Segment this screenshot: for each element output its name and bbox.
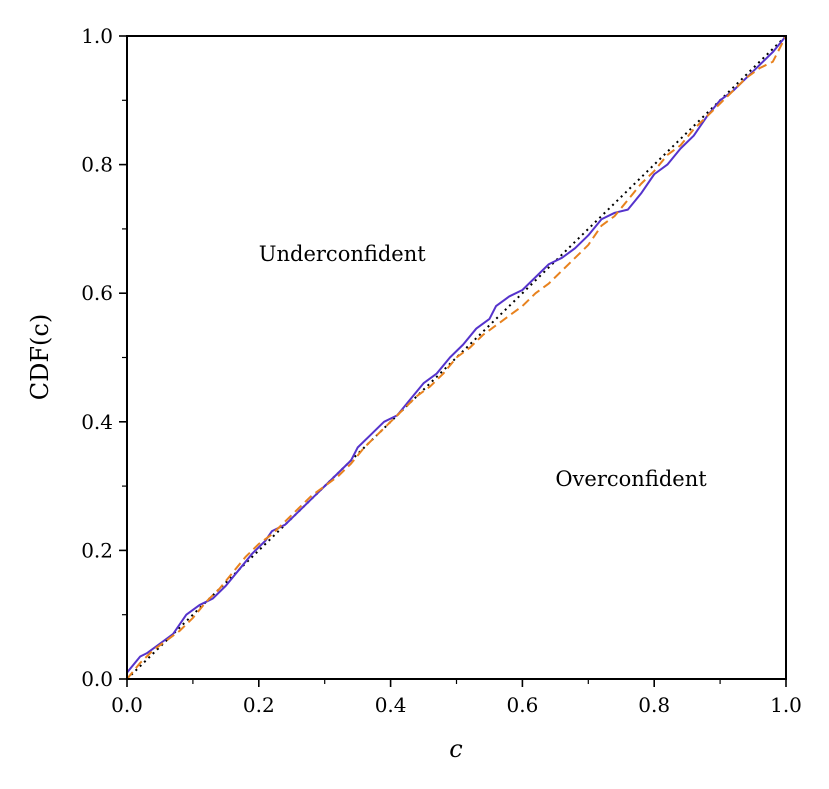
y-tick-label: 0.2	[81, 538, 113, 562]
y-tick-label: 0.6	[81, 281, 113, 305]
series-line-2	[126, 35, 787, 680]
y-tick-label: 0.4	[81, 410, 113, 434]
series-line-1	[126, 35, 787, 674]
x-tick-label: 1.0	[770, 693, 802, 717]
ticks-layer: 0.0 0.2 0.4 0.6 0.8 1.0 0.0 0.2 0.4 0.6 0.8 1.0	[81, 24, 802, 717]
y-tick-label: 1.0	[81, 24, 113, 48]
y-axis-label: CDF(c)	[26, 314, 54, 400]
x-tick-label: 0.0	[111, 693, 143, 717]
x-axis-label: c	[449, 735, 462, 763]
annotation-underconfident: Underconfident	[259, 242, 426, 266]
x-tick-label: 0.4	[375, 693, 407, 717]
x-tick-label: 0.6	[506, 693, 538, 717]
annotation-overconfident: Overconfident	[555, 467, 707, 491]
y-tick-label: 0.0	[81, 667, 113, 691]
x-tick-label: 0.2	[243, 693, 275, 717]
series-layer	[126, 35, 787, 680]
y-tick-label: 0.8	[81, 153, 113, 177]
x-tick-label: 0.8	[638, 693, 670, 717]
